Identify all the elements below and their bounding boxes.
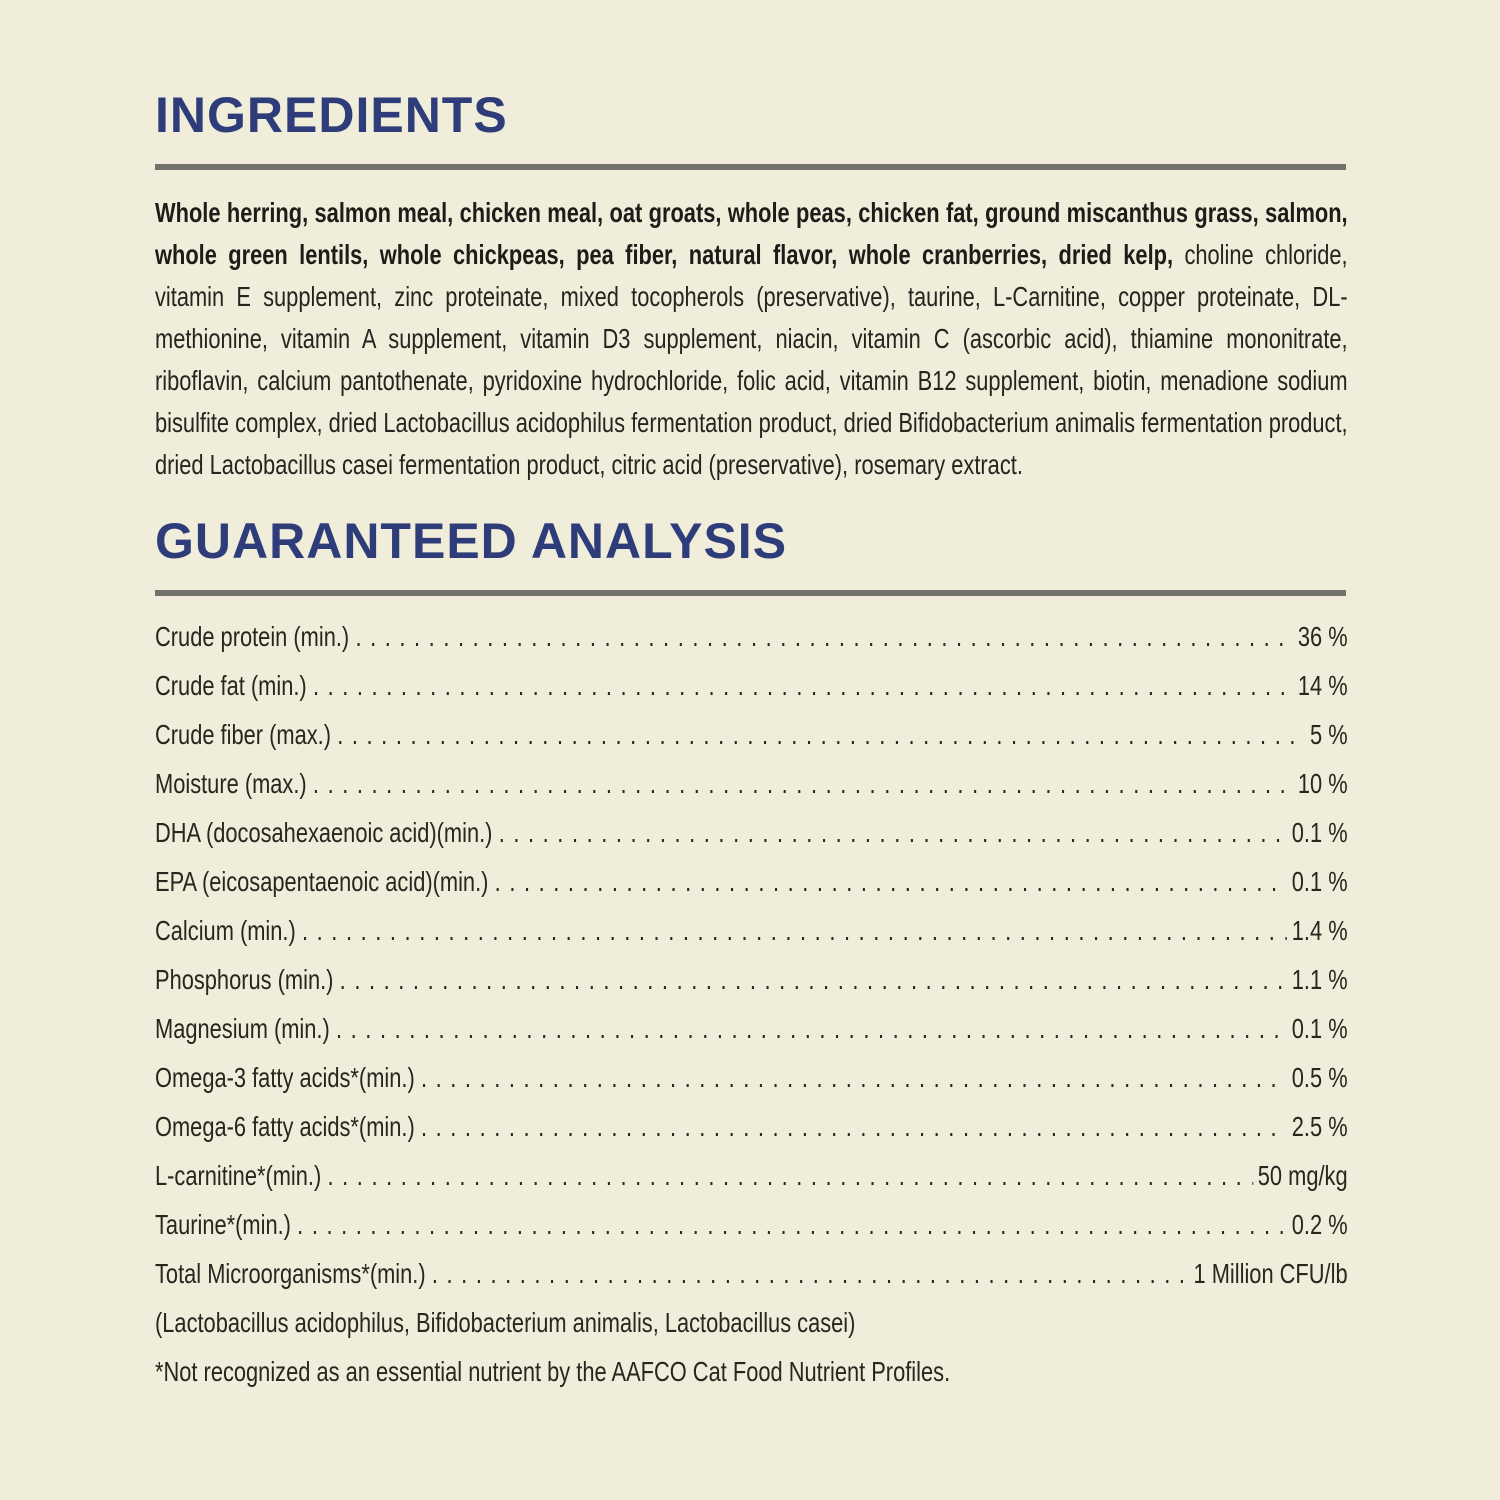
ingredients-primary-list: Whole herring, salmon meal, chicken meal…: [155, 197, 1348, 270]
analysis-row-total-microorganisms: Total Microorganisms*(min.) 1 Million CF…: [155, 1249, 1348, 1298]
dot-leader: [421, 1053, 1287, 1102]
analysis-value: 0.1 %: [1291, 1013, 1348, 1044]
dot-leader: [355, 612, 1293, 661]
analysis-label: Phosphorus (min.): [155, 964, 334, 995]
analysis-value: 0.1 %: [1291, 817, 1348, 848]
analysis-label: Crude protein (min.): [155, 621, 350, 652]
analysis-value: 0.5 %: [1291, 1062, 1348, 1093]
analysis-row-omega6: Omega-6 fatty acids*(min.) 2.5 %: [155, 1102, 1348, 1151]
analysis-label: DHA (docosahexaenoic acid)(min.): [155, 817, 493, 848]
dot-leader: [336, 1004, 1287, 1053]
analysis-row-magnesium: Magnesium (min.) 0.1 %: [155, 1004, 1348, 1053]
analysis-label: EPA (eicosapentaenoic acid)(min.): [155, 866, 489, 897]
analysis-value: 50 mg/kg: [1257, 1160, 1348, 1191]
analysis-value: 36 %: [1297, 621, 1348, 652]
analysis-value: 1.4 %: [1291, 915, 1348, 946]
guaranteed-analysis-section: GUARANTEED ANALYSIS Crude protein (min.)…: [155, 516, 1348, 1396]
analysis-label: Taurine*(min.): [155, 1209, 291, 1240]
analysis-row-dha: DHA (docosahexaenoic acid)(min.) 0.1 %: [155, 808, 1348, 857]
analysis-row-epa: EPA (eicosapentaenoic acid)(min.) 0.1 %: [155, 857, 1348, 906]
dot-leader: [313, 661, 1293, 710]
analysis-value: 1 Million CFU/lb: [1193, 1258, 1348, 1289]
analysis-label: Crude fiber (max.): [155, 719, 331, 750]
dot-leader: [499, 808, 1287, 857]
ingredients-secondary-list: choline chloride, vitamin E supplement, …: [155, 239, 1348, 480]
analysis-row-lcarnitine: L-carnitine*(min.) 50 mg/kg: [155, 1151, 1348, 1200]
dot-leader: [328, 1151, 1254, 1200]
analysis-value: 0.2 %: [1291, 1209, 1348, 1240]
analysis-value: 0.1 %: [1291, 866, 1348, 897]
analysis-row-taurine: Taurine*(min.) 0.2 %: [155, 1200, 1348, 1249]
aafco-note: *Not recognized as an essential nutrient…: [155, 1356, 951, 1387]
dot-leader: [495, 857, 1287, 906]
analysis-value: 5 %: [1309, 719, 1348, 750]
ingredients-divider: [155, 164, 1346, 170]
dot-leader: [297, 1200, 1287, 1249]
guaranteed-analysis-table: Crude protein (min.) 36 % Crude fat (min…: [155, 612, 1348, 1396]
analysis-label: Omega-3 fatty acids*(min.): [155, 1062, 415, 1093]
analysis-value: 2.5 %: [1291, 1111, 1348, 1142]
analysis-label: Crude fat (min.): [155, 670, 307, 701]
analysis-value: 10 %: [1297, 768, 1348, 799]
guaranteed-analysis-title: GUARANTEED ANALYSIS: [155, 513, 788, 569]
analysis-value: 1.1 %: [1291, 964, 1348, 995]
dot-leader: [432, 1249, 1189, 1298]
guaranteed-analysis-divider: [155, 590, 1346, 596]
microorganisms-note: (Lactobacillus acidophilus, Bifidobacter…: [155, 1307, 856, 1338]
analysis-label: Total Microorganisms*(min.): [155, 1258, 426, 1289]
dot-leader: [302, 906, 1287, 955]
dot-leader: [340, 955, 1287, 1004]
analysis-label: Moisture (max.): [155, 768, 307, 799]
analysis-label: Calcium (min.): [155, 915, 296, 946]
analysis-row-crude-fat: Crude fat (min.) 14 %: [155, 661, 1348, 710]
analysis-value: 14 %: [1297, 670, 1348, 701]
analysis-row-moisture: Moisture (max.) 10 %: [155, 759, 1348, 808]
ingredients-title: INGREDIENTS: [155, 87, 508, 143]
dot-leader: [337, 710, 1305, 759]
analysis-row-crude-fiber: Crude fiber (max.) 5 %: [155, 710, 1348, 759]
analysis-row-omega3: Omega-3 fatty acids*(min.) 0.5 %: [155, 1053, 1348, 1102]
analysis-label: L-carnitine*(min.): [155, 1160, 322, 1191]
analysis-label: Magnesium (min.): [155, 1013, 330, 1044]
analysis-row-crude-protein: Crude protein (min.) 36 %: [155, 612, 1348, 661]
ingredients-section: INGREDIENTS Whole herring, salmon meal, …: [155, 90, 1348, 486]
ingredients-text: Whole herring, salmon meal, chicken meal…: [155, 192, 1348, 486]
analysis-label: Omega-6 fatty acids*(min.): [155, 1111, 415, 1142]
analysis-row-calcium: Calcium (min.) 1.4 %: [155, 906, 1348, 955]
analysis-row-phosphorus: Phosphorus (min.) 1.1 %: [155, 955, 1348, 1004]
dot-leader: [421, 1102, 1287, 1151]
dot-leader: [313, 759, 1293, 808]
